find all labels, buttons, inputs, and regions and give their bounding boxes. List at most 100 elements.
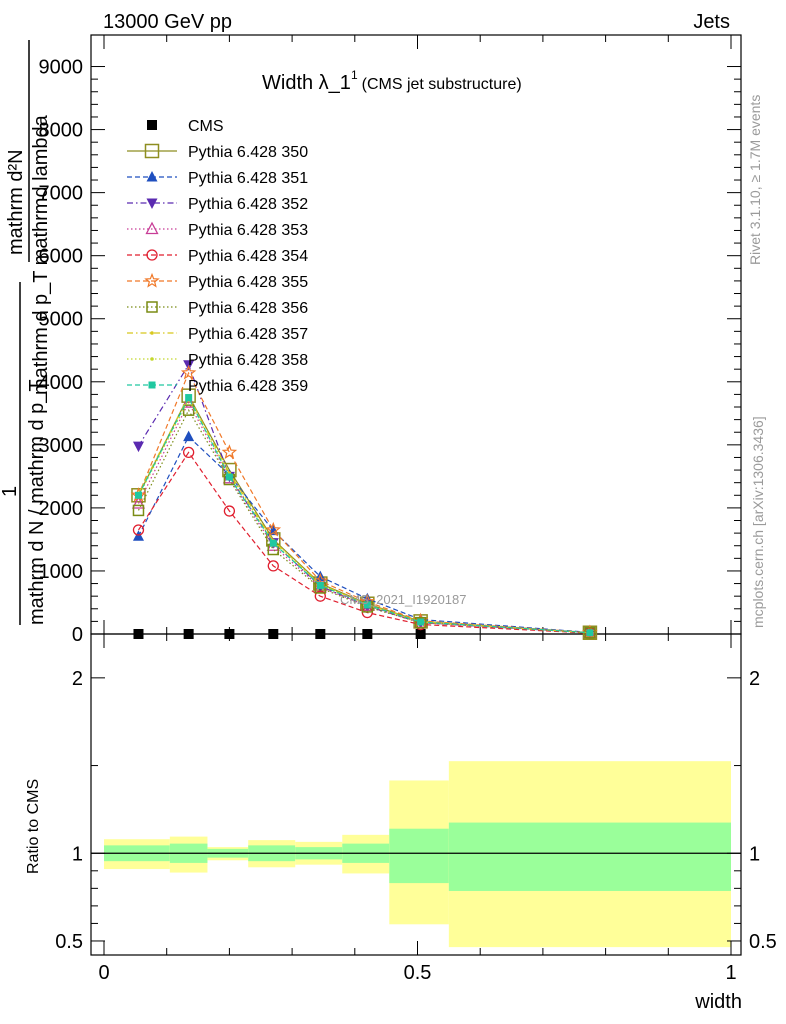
x-axis-label: width [694,991,742,1013]
y-axis-label: mathrm d²N mathrm d p_T mathrmd lambda 1… [0,40,52,625]
mcplots-label: mcplots.cern.ch [arXiv:1306.3436] [750,416,766,628]
ratio-inner-band-6 [389,828,449,884]
legend-item-4: Pythia 6.428 353 [127,221,308,239]
x-tick-label-0: 0 [98,962,109,984]
legend-item-2: Pythia 6.428 351 [127,170,308,187]
legend-label-7: Pythia 6.428 356 [188,300,308,317]
x-tick-label-1: 0.5 [404,962,432,984]
legend-item-8: Pythia 6.428 357 [127,326,308,343]
plot-title: Width λ_11 (CMS jet substructure) [262,68,522,94]
series-5-point-0 [132,524,145,536]
legend-marker-8 [150,331,154,335]
main-plot [130,360,598,640]
series-line-10 [137,396,590,634]
main-ytick-label-5: 5000 [39,309,84,331]
series-7-point-6 [414,616,427,629]
legend-label-6: Pythia 6.428 355 [188,274,308,291]
series-10-point-4 [316,581,324,589]
plot-title-sup: 1 [351,68,358,82]
legend-label-3: Pythia 6.428 352 [188,196,308,213]
series-0-point-6 [415,629,426,639]
main-ytick-label-9: 9000 [39,57,84,79]
ratio-ytick-label-right-2: 2 [749,668,760,690]
ratio-inner-band-7 [448,822,731,891]
series-10-point-1 [185,394,193,402]
main-ytick-label-7: 7000 [39,183,84,205]
series-line-5 [137,451,590,634]
analysis-watermark: CMS_2021_I1920187 [340,592,467,607]
ratio-ytick-label-right-0: 0.5 [749,931,777,953]
legend-item-6: Pythia 6.428 355 [127,272,308,291]
ylabel-denominator-2: mathrm d N / mathrm d p_T [26,379,48,625]
series-2-point-1 [183,430,195,442]
series-4-point-0 [131,496,146,509]
series-5-point-3 [267,560,279,572]
series-10-point-0 [134,491,142,499]
series-0-point-2 [224,629,235,639]
main-ytick-label-0: 0 [72,624,83,646]
series-5-point-1 [182,446,195,459]
series-6-point-2 [221,444,238,460]
ylabel-numerator: mathrm d²N [5,149,27,255]
ratio-uncertainty-bands [104,761,731,948]
series-0-point-1 [183,629,194,639]
series-5 [132,446,596,639]
ratio-ytick-label-left-2: 2 [72,668,83,690]
legend-marker-5 [146,249,158,261]
legend-marker-9 [150,357,154,361]
legend-label-4: Pythia 6.428 353 [188,222,308,239]
legend-item-0: CMS [147,118,224,135]
series-7-point-0 [132,504,145,517]
plot-subtitle: (CMS jet substructure) [362,76,522,93]
main-ytick-label-1: 1000 [39,561,84,583]
legend-label-0: CMS [188,118,224,135]
plot-title-text: Width λ_1 [262,72,351,94]
ratio-y-label: Ratio to CMS [25,779,42,874]
series-line-7 [137,408,590,634]
series-3-point-0 [132,441,144,453]
series-line-6 [137,371,590,634]
rivet-label: Rivet 3.1.10, ≥ 1.7M events [747,95,763,265]
series-6-point-1 [180,364,197,380]
series-5-point-4 [314,590,326,602]
series-10-point-3 [269,539,277,547]
legend-marker-2 [146,171,158,182]
legend-label-9: Pythia 6.428 358 [188,352,308,369]
legend-label-2: Pythia 6.428 351 [188,170,308,187]
main-ytick-label-6: 6000 [39,246,84,268]
x-tick-label-2: 1 [725,962,736,984]
series-0-point-4 [315,629,326,639]
legend-marker-3 [146,198,158,209]
legend-item-1: Pythia 6.428 350 [127,143,308,161]
header-left: 13000 GeV pp [103,11,232,33]
series-0-point-5 [362,629,373,639]
ylabel-denominator-1: mathrm d p_T mathrmd lambda [30,114,52,395]
header-right: Jets [693,11,730,33]
series-0-point-3 [268,629,279,639]
legend-marker-10 [148,381,156,389]
series-line-2 [137,435,590,633]
legend: CMS Pythia 6.428 350 Pythia 6.428 351 Pythi… [127,118,308,395]
series-10-point-7 [586,629,594,637]
legend-marker-1 [144,143,160,159]
legend-item-7: Pythia 6.428 356 [127,300,308,317]
series-line-9 [137,398,590,634]
legend-item-3: Pythia 6.428 352 [127,196,308,213]
main-ytick-label-2: 2000 [39,498,84,520]
series-10-point-5 [363,601,371,609]
legend-marker-4 [145,221,159,235]
legend-marker-6 [144,272,160,288]
series-10-point-2 [225,473,233,481]
axes-frame: 0 1000 2000 3000 4000 5000 6000 7000 8000 9000 0 0.… [39,34,777,984]
legend-marker-0 [147,120,157,130]
main-ytick-label-8: 8000 [39,120,84,142]
main-ytick-label-3: 3000 [39,435,84,457]
series-6-point-3 [265,521,282,537]
legend-item-9: Pythia 6.428 358 [127,352,308,369]
series-0-point-0 [133,629,144,639]
svg-text:Width λ_11(CMS jet substructur: Width λ_11 (CMS jet substructure) [262,68,522,94]
ratio-ytick-label-right-1: 1 [749,843,760,865]
legend-item-10: Pythia 6.428 359 [127,378,308,395]
legend-item-5: Pythia 6.428 354 [127,248,308,265]
series-10 [134,394,594,637]
